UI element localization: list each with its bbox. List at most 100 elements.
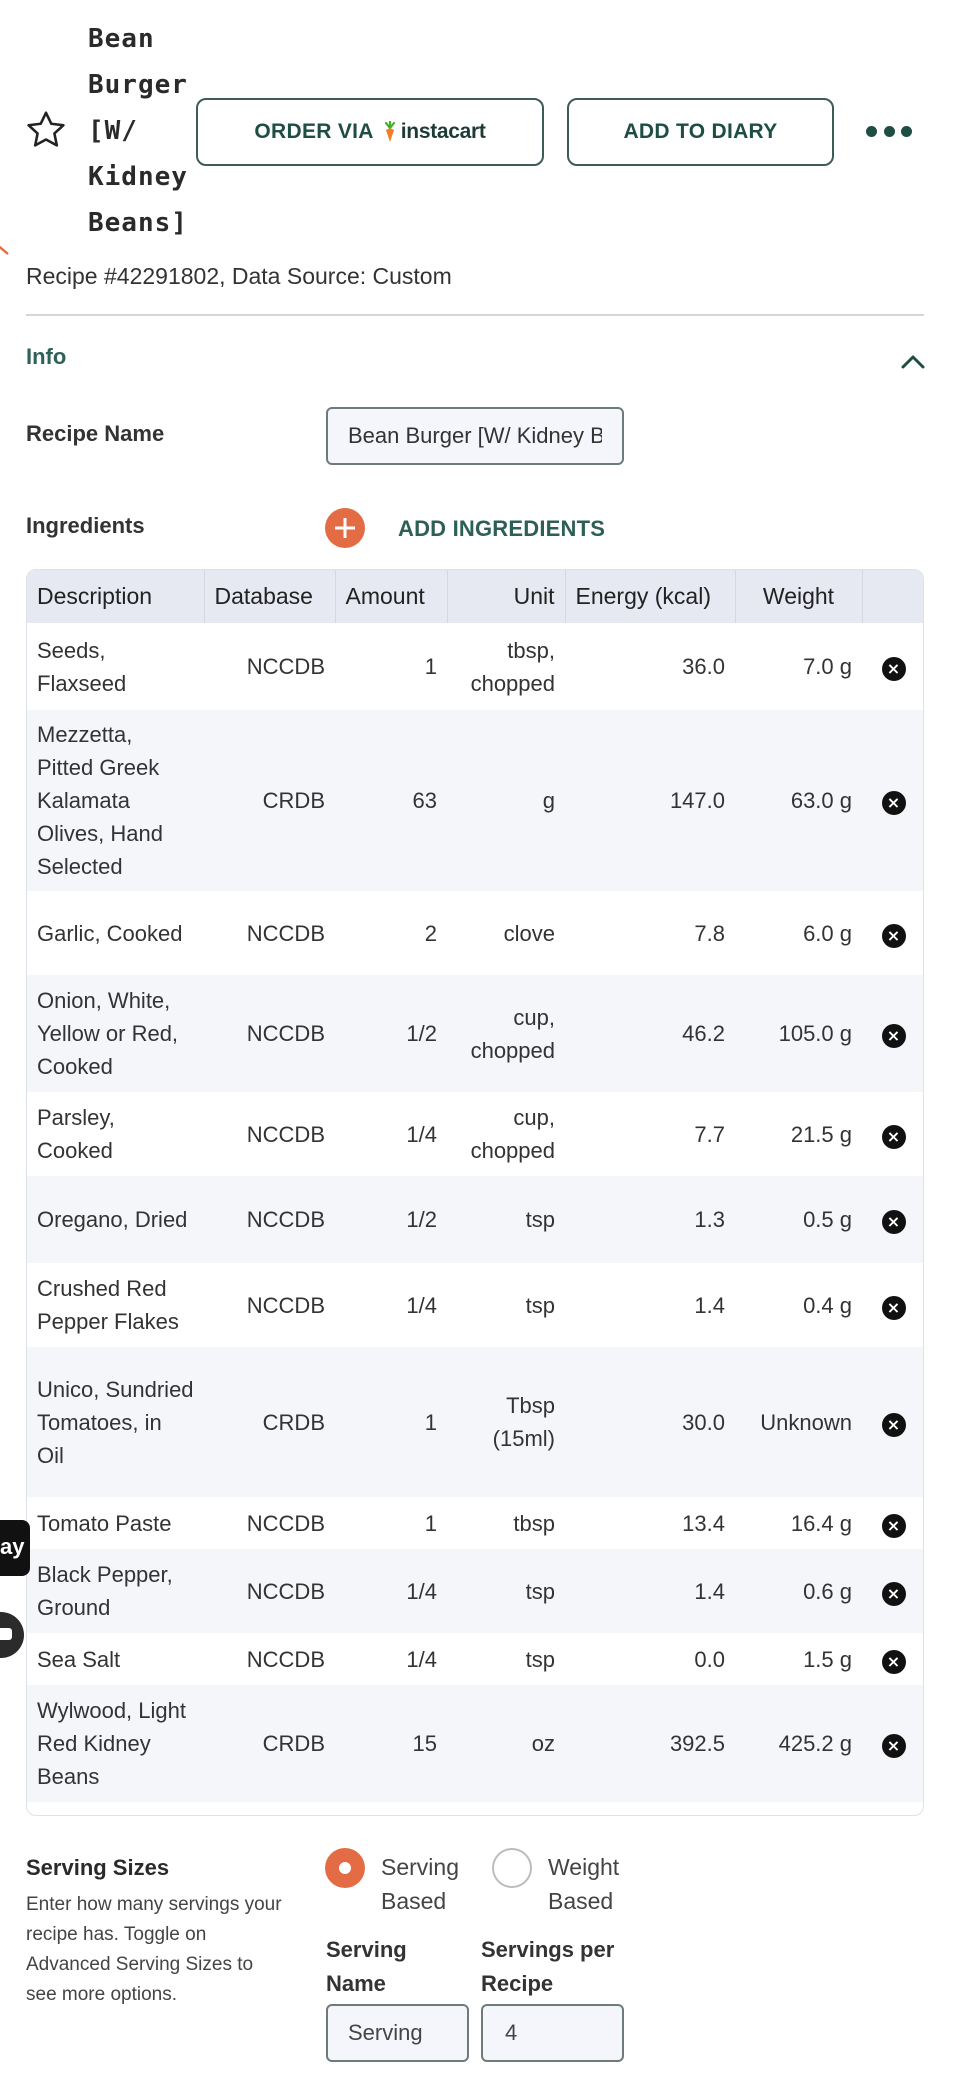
ingredient-weight: 63.0 g: [790, 788, 852, 813]
col-weight[interactable]: Weight: [735, 570, 863, 623]
ingredient-description: Unico, Sundried Tomatoes, in Oil: [37, 1376, 194, 1468]
col-unit[interactable]: Unit: [447, 570, 566, 623]
instacart-logo: instacart: [382, 120, 486, 144]
close-icon[interactable]: ×: [881, 1412, 906, 1437]
table-row: Black Pepper, Ground NCCDB 1/4 tsp 1.4 0.6 g ×: [27, 1549, 923, 1633]
table-row: Parsley, Cooked NCCDB 1/4 cup, chopped 7.7 21…: [27, 1092, 923, 1176]
orange-edge-mark: [0, 245, 9, 255]
ingredient-unit: cup, chopped: [470, 1105, 555, 1163]
close-icon[interactable]: ×: [881, 1024, 906, 1048]
info-section-toggle[interactable]: Info: [26, 344, 67, 369]
plus-icon[interactable]: [325, 508, 365, 548]
ingredient-database: NCCDB: [246, 1510, 325, 1536]
ingredient-database: NCCDB: [246, 1292, 325, 1318]
remove-ingredient-cell: ×: [862, 1633, 923, 1685]
close-icon[interactable]: ×: [881, 1124, 906, 1149]
ingredient-unit: g: [542, 788, 555, 813]
close-icon[interactable]: ×: [881, 1513, 906, 1538]
col-database[interactable]: Database: [204, 570, 336, 623]
ingredient-energy: 1.4: [694, 1292, 725, 1318]
weight-based-label[interactable]: Weight Based: [548, 1854, 620, 1914]
ingredient-database: NCCDB: [246, 1646, 325, 1672]
close-icon[interactable]: ×: [881, 1734, 906, 1758]
close-icon[interactable]: ×: [881, 1581, 906, 1606]
recipe-name-input[interactable]: [326, 407, 624, 465]
serving-sizes-title: Serving Sizes: [26, 1855, 170, 1880]
chevron-up-icon[interactable]: [898, 349, 928, 373]
remove-ingredient-cell: ×: [862, 1176, 923, 1263]
serving-name-label: Serving Name: [326, 1937, 407, 1996]
col-amount[interactable]: Amount: [335, 570, 448, 623]
weight-based-radio[interactable]: [492, 1848, 532, 1888]
remove-ingredient-cell: ×: [862, 1347, 923, 1497]
add-to-diary-button[interactable]: ADD TO DIARY: [567, 98, 834, 166]
ingredient-description: Tomato Paste: [37, 1510, 172, 1536]
ingredient-unit: tbsp, chopped: [470, 637, 555, 696]
serving-based-radio[interactable]: [325, 1848, 365, 1888]
close-icon[interactable]: ×: [881, 1210, 906, 1234]
recipe-name-label: Recipe Name: [26, 421, 165, 446]
ingredient-database: NCCDB: [246, 1207, 325, 1232]
ingredient-energy: 7.7: [694, 1121, 725, 1147]
table-row: Garlic, Cooked NCCDB 2 clove 7.8 6.0 g ×: [27, 891, 923, 975]
ingredient-unit: cup, chopped: [470, 1004, 555, 1063]
serving-sizes-description: Enter how many servings your recipe has.…: [26, 1894, 282, 2005]
col-energy[interactable]: Energy (kcal): [565, 570, 736, 623]
serving-based-label[interactable]: Serving Based: [381, 1854, 459, 1914]
ingredient-energy: 147.0: [669, 788, 725, 813]
serving-name-input[interactable]: Serving: [326, 2004, 469, 2062]
servings-per-recipe-input[interactable]: 4: [481, 2004, 624, 2062]
ingredient-description: Crushed Red Pepper Flakes: [37, 1276, 179, 1334]
col-description[interactable]: Description: [27, 570, 205, 623]
remove-ingredient-cell: ×: [862, 975, 923, 1092]
star-icon[interactable]: [24, 108, 68, 152]
ingredient-amount: 2: [424, 920, 437, 946]
ingredients-table: Description Database Amount Unit Energy …: [26, 569, 924, 1816]
ingredient-energy: 1.4: [694, 1578, 725, 1604]
ingredient-energy: 36.0: [682, 654, 725, 679]
table-row: Wylwood, Light Red Kidney Beans CRDB 15 oz 3…: [27, 1685, 923, 1802]
ingredient-database: NCCDB: [246, 654, 325, 679]
ingredient-weight: 0.5 g: [803, 1207, 852, 1232]
ingredient-unit: tsp: [525, 1207, 555, 1232]
close-icon[interactable]: ×: [881, 923, 906, 948]
recipe-title: Bean Burger [W/ Kidney Beans]: [88, 24, 188, 238]
ingredient-database: NCCDB: [246, 1021, 325, 1046]
ingredient-amount: 1: [424, 1409, 437, 1435]
remove-ingredient-cell: ×: [862, 1549, 923, 1633]
remove-ingredient-cell: ×: [862, 891, 923, 975]
ingredient-amount: 15: [412, 1731, 437, 1756]
chat-icon[interactable]: [0, 1612, 24, 1658]
ingredient-description: Wylwood, Light Red Kidney Beans: [37, 1698, 186, 1789]
ingredients-label: Ingredients: [26, 513, 145, 538]
close-icon[interactable]: ×: [881, 1649, 906, 1674]
ingredient-description: Black Pepper, Ground: [37, 1562, 173, 1620]
close-icon[interactable]: ×: [881, 1295, 906, 1320]
recipe-header: Bean Burger [W/ Kidney Beans] ORDER VIA …: [0, 0, 960, 316]
ingredient-database: CRDB: [262, 788, 325, 813]
ingredient-database: CRDB: [262, 1409, 325, 1435]
ingredient-description: Parsley, Cooked: [37, 1105, 115, 1163]
pay-button-fragment[interactable]: ay: [0, 1520, 30, 1576]
close-icon[interactable]: ×: [881, 791, 906, 815]
remove-ingredient-cell: ×: [862, 1685, 923, 1802]
ingredient-unit: clove: [503, 920, 555, 946]
ingredient-database: NCCDB: [246, 920, 325, 946]
ingredient-database: NCCDB: [246, 1578, 325, 1604]
ingredient-weight: 16.4 g: [790, 1510, 852, 1536]
ingredient-energy: 30.0: [682, 1409, 725, 1435]
add-ingredients-button[interactable]: ADD INGREDIENTS: [398, 516, 606, 541]
ingredient-energy: 7.8: [694, 920, 725, 946]
ingredient-amount: 1/2: [406, 1021, 437, 1046]
ingredient-energy: 46.2: [682, 1021, 725, 1046]
more-icon[interactable]: [866, 116, 912, 146]
close-icon[interactable]: ×: [881, 657, 906, 681]
order-via-instacart-button[interactable]: ORDER VIA instacart: [196, 98, 544, 166]
ingredient-amount: 1/4: [406, 1578, 437, 1604]
table-row: Unico, Sundried Tomatoes, in Oil CRDB 1 Tbs…: [27, 1347, 923, 1497]
ingredient-amount: 1/2: [406, 1207, 437, 1232]
remove-ingredient-cell: ×: [862, 623, 923, 710]
ingredient-energy: 0.0: [694, 1646, 725, 1672]
table-row: Mezzetta, Pitted Greek Kalamata Olives, …: [27, 710, 923, 891]
ingredient-unit: tsp: [525, 1292, 555, 1318]
